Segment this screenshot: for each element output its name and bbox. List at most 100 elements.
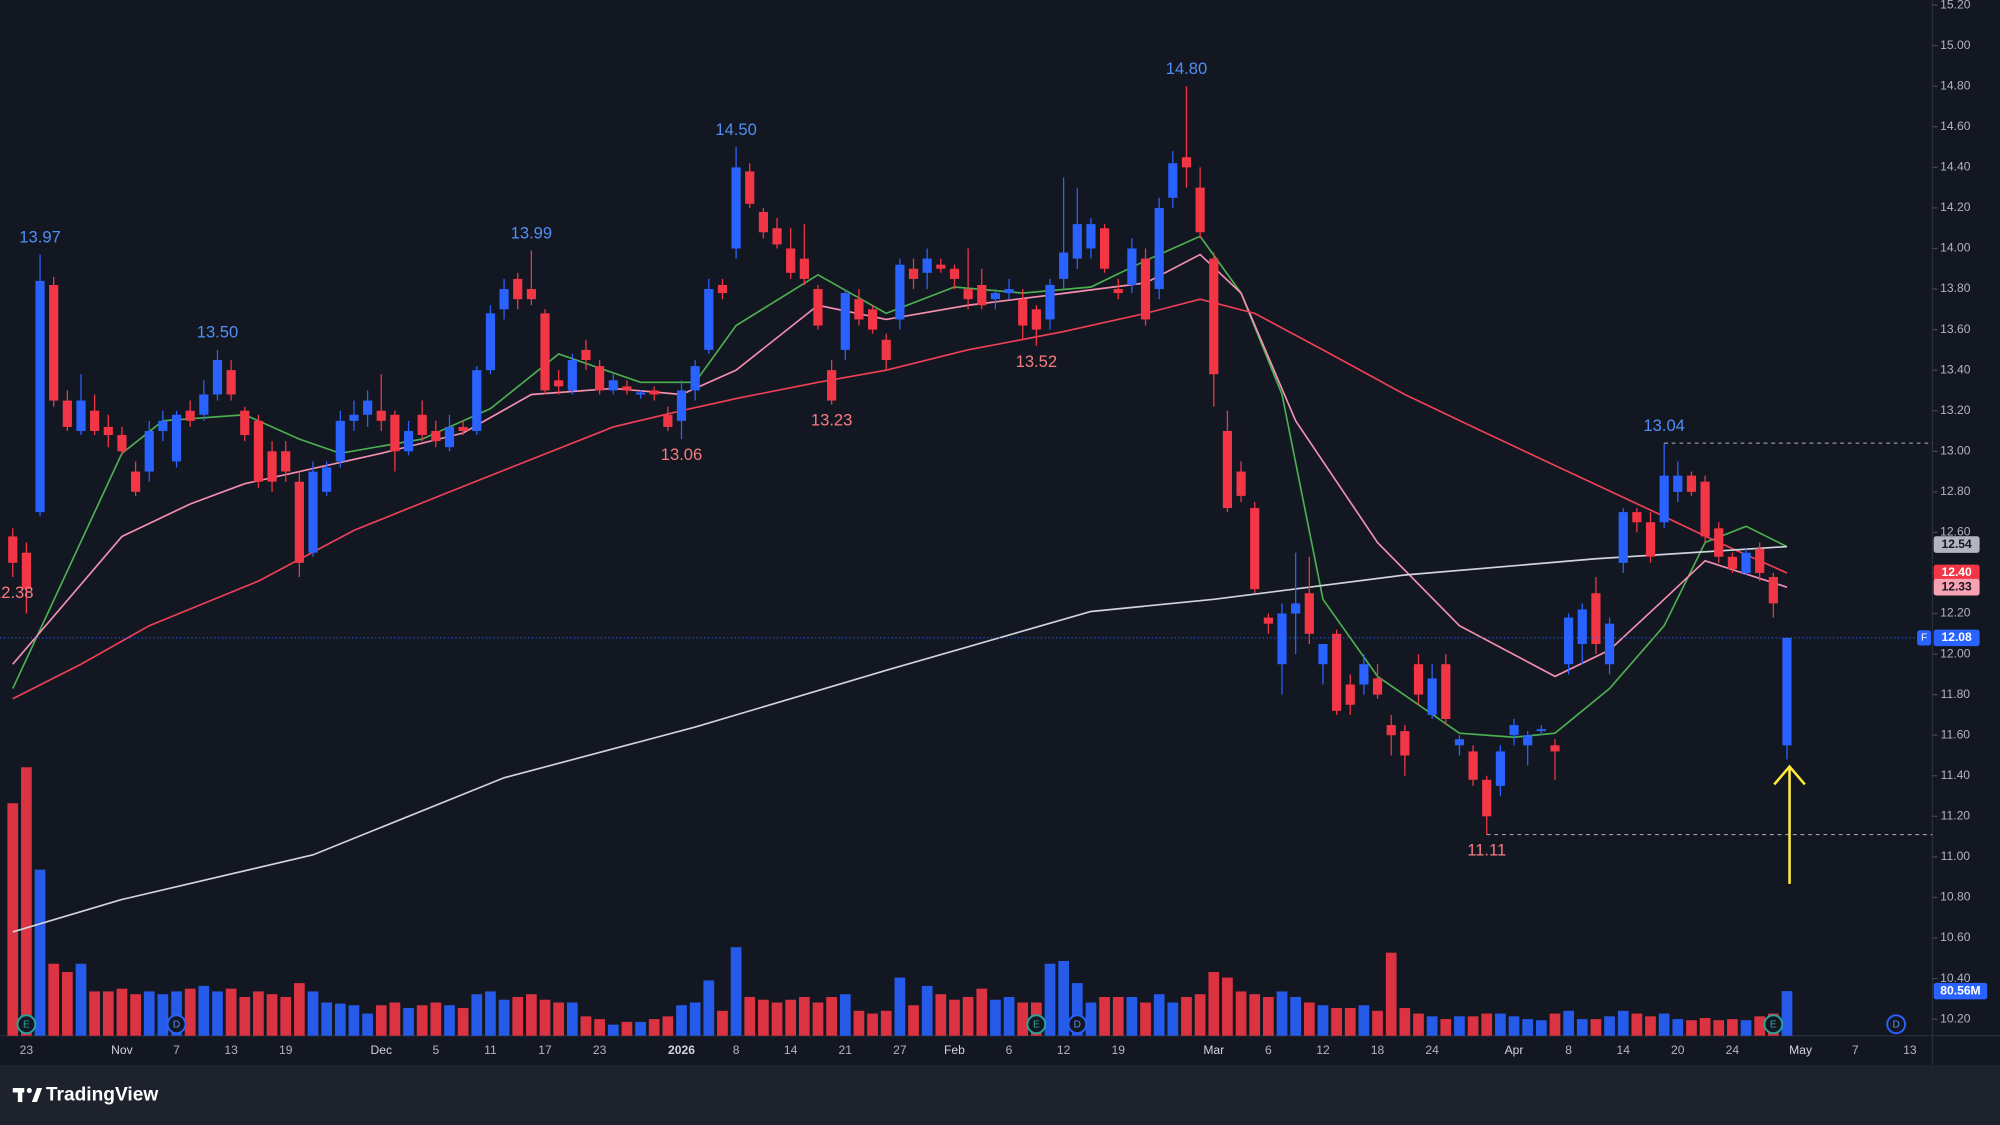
candle-body [49,284,59,401]
candle-body [390,414,400,452]
candle-body [1059,252,1069,279]
volume-bar [1686,1020,1697,1036]
volume-bar [321,1002,333,1036]
y-tick-label: 10.40 [1940,971,1971,985]
price-label: 12.54 [1941,537,1972,551]
candle-body [485,313,496,371]
candle-body [786,248,796,273]
candle-body [1659,475,1669,523]
volume-bar [7,803,19,1036]
candle-body [376,410,386,421]
volume-bar [717,1010,728,1036]
volume-bar [1017,1002,1029,1036]
y-tick-label: 14.40 [1940,160,1971,174]
candle-body [840,293,850,350]
y-tick-label: 13.00 [1940,443,1971,457]
candle-body [472,370,482,431]
volume-bar [1631,1013,1643,1036]
arrow [1773,764,1806,884]
volume-bar [212,991,223,1036]
candle-body [1604,623,1615,665]
volume-bar [444,1005,455,1036]
logo-part [17,1088,23,1103]
event-label: D [1074,1020,1081,1031]
candle-body [294,481,304,563]
volume-bar [1645,1016,1656,1036]
volume-bar [566,1002,578,1036]
volume-bar [1126,996,1138,1036]
x-tick-label: 13 [1903,1043,1917,1057]
candle-body [622,386,632,391]
volume-bar [1331,1008,1342,1036]
event-icon [16,1014,37,1035]
volume-bar [403,1008,414,1036]
candle-body [1536,729,1546,732]
x-tick-label: Apr [1505,1043,1524,1057]
candle-body [676,390,687,421]
candle-body [526,289,536,300]
volume-bar [253,991,264,1036]
candle-body [949,268,960,279]
volume-bar [1003,996,1015,1036]
candle-body [567,360,577,391]
arrow-head [1773,764,1806,786]
candle-body [1755,548,1765,573]
candle-body [1700,481,1710,537]
candle-body [1222,430,1233,509]
candle-body [144,430,154,472]
x-tick-label: 14 [1616,1043,1630,1057]
candle-body [1372,678,1383,695]
volume-bar [648,1019,660,1036]
candle-body [1714,528,1724,557]
high-label: 13.99 [511,223,553,242]
x-tick-label: 8 [1565,1043,1572,1057]
candle-body [1577,609,1587,644]
event-icon [1067,1014,1088,1035]
price-label-box [1933,578,1980,596]
volume-bar [785,999,797,1036]
volume-bar [1181,996,1192,1036]
volume-bar [1071,983,1083,1036]
volume-bar [1263,996,1274,1036]
candle-body [1495,751,1505,786]
x-tick-label: 17 [538,1043,552,1057]
volume-bar [1413,1013,1424,1036]
volume-bar [171,991,182,1036]
y-tick-label: 13.20 [1940,403,1971,417]
candle-body [1727,556,1737,569]
candle-body [1100,228,1110,269]
volume-bar [1208,972,1220,1036]
volume-bar [839,994,851,1036]
volume-bar [1699,1018,1711,1036]
y-tick-label: 10.60 [1940,930,1971,944]
candle-body [212,360,223,395]
logo-part [31,1088,43,1103]
y-tick-label: 15.20 [1940,0,1971,11]
volume-bar [1140,1002,1151,1036]
candle-body [1250,508,1260,590]
volume-bar [730,947,742,1036]
candle-body [267,451,277,482]
candle-body [35,280,45,513]
candle-body [1127,248,1137,285]
candle-body [76,400,86,431]
volume-bar [635,1021,646,1036]
volume-bar [744,996,756,1036]
y-tick-label: 12.20 [1940,606,1971,620]
volume-bar [853,1010,865,1036]
volume-bar [621,1021,633,1036]
volume-bar [1481,1013,1493,1036]
candle-body [581,349,591,361]
candle-body [772,228,782,245]
volume-bar [1781,991,1793,1036]
candle-body [130,471,141,492]
candle-body [922,258,932,273]
low-label: 11.11 [1467,841,1506,860]
x-tick-label: 12 [1057,1043,1071,1057]
x-tick-label: 5 [432,1043,439,1057]
candle-body [1263,617,1273,624]
candle-body [663,414,673,427]
volume-bar [430,1002,442,1036]
y-tick-label: 15.00 [1940,38,1971,52]
